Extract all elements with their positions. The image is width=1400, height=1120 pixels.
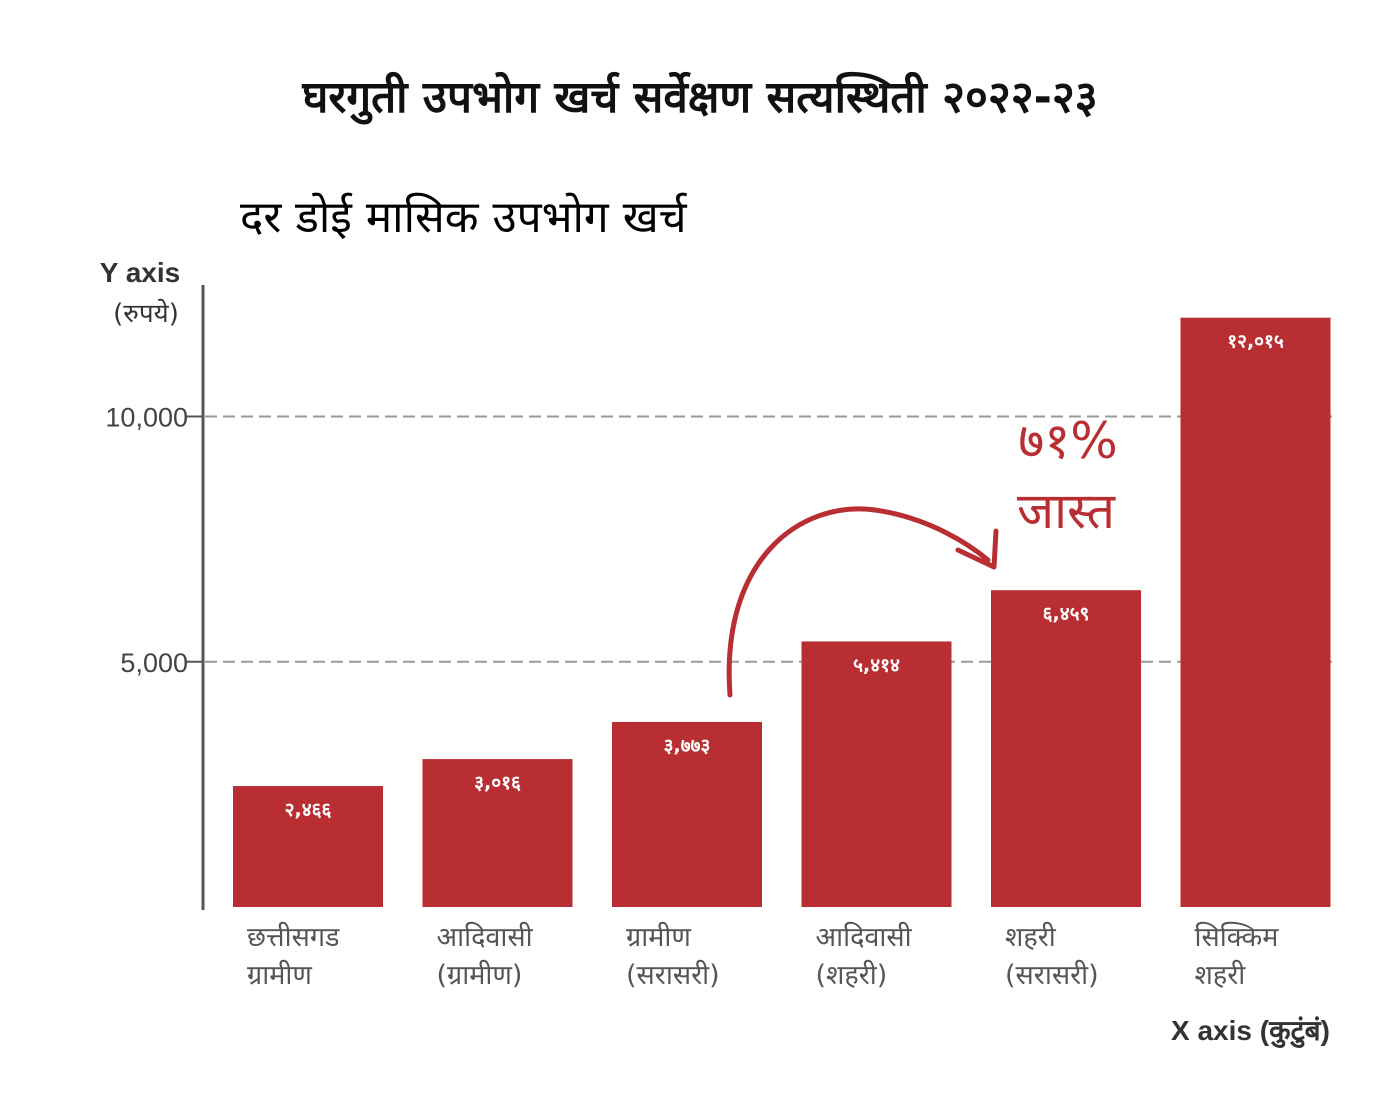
bar: [422, 759, 573, 907]
annotation-arrow: [726, 506, 991, 698]
value-labels: २,४६६ ३,०१६ ३,७७३ ५,४१४ ६,४५९ १२,०१५: [285, 331, 1284, 821]
x-axis-title: X axis (कुटुंबं): [1171, 1015, 1330, 1048]
y-tick-label: 5,000: [120, 648, 188, 678]
category-label: छत्तीसगड: [247, 921, 340, 953]
bar-value-label: ३,०१६: [474, 772, 521, 794]
y-axis-title: Y axis: [100, 257, 180, 288]
category-label: (शहरी): [816, 959, 888, 991]
chart-subtitle: दर डोई मासिक उपभोग खर्च: [240, 192, 688, 243]
bar: [991, 590, 1141, 907]
category-label: शहरी: [1005, 921, 1057, 953]
category-label: (सरासरी): [1005, 959, 1099, 991]
bar: [801, 641, 952, 907]
chart-title: घरगुती उपभोग खर्च सर्वेक्षण सत्यस्थिती २…: [301, 71, 1097, 125]
bar-value-label: १२,०१५: [1227, 331, 1284, 353]
category-label: (ग्रामीण): [437, 959, 523, 991]
bar-value-label: ५,४१४: [853, 654, 900, 676]
y-tick-labels: 5,000 10,000: [105, 403, 203, 678]
annotation-text: जास्त: [1017, 482, 1116, 540]
gridlines: [205, 415, 1332, 663]
category-label: आदिवासी: [437, 921, 534, 953]
bar: [1180, 317, 1331, 907]
category-label: (सरासरी): [626, 959, 720, 991]
bar-value-label: २,४६६: [285, 799, 332, 821]
bars: [233, 317, 1331, 907]
bar: [612, 721, 762, 907]
category-label: आदिवासी: [816, 921, 913, 953]
bar-value-label: ६,४५९: [1043, 603, 1090, 625]
category-label: शहरी: [1195, 959, 1247, 991]
category-labels: छत्तीसगड ग्रामीण आदिवासी (ग्रामीण) ग्रामीण (स…: [247, 921, 1279, 991]
category-label: ग्रामीण: [247, 959, 312, 991]
annotation-arrowhead: [955, 528, 999, 570]
bar: [233, 786, 383, 907]
y-axis-unit: (रुपये): [113, 298, 179, 329]
y-tick-label: 10,000: [105, 403, 188, 433]
annotation-percent: ७१%: [1018, 412, 1118, 470]
bar-value-label: ३,७७३: [664, 735, 711, 757]
increase-annotation: ७१% जास्त: [726, 412, 1118, 698]
category-label: ग्रामीण: [626, 921, 691, 953]
category-label: सिक्किम: [1195, 921, 1280, 953]
